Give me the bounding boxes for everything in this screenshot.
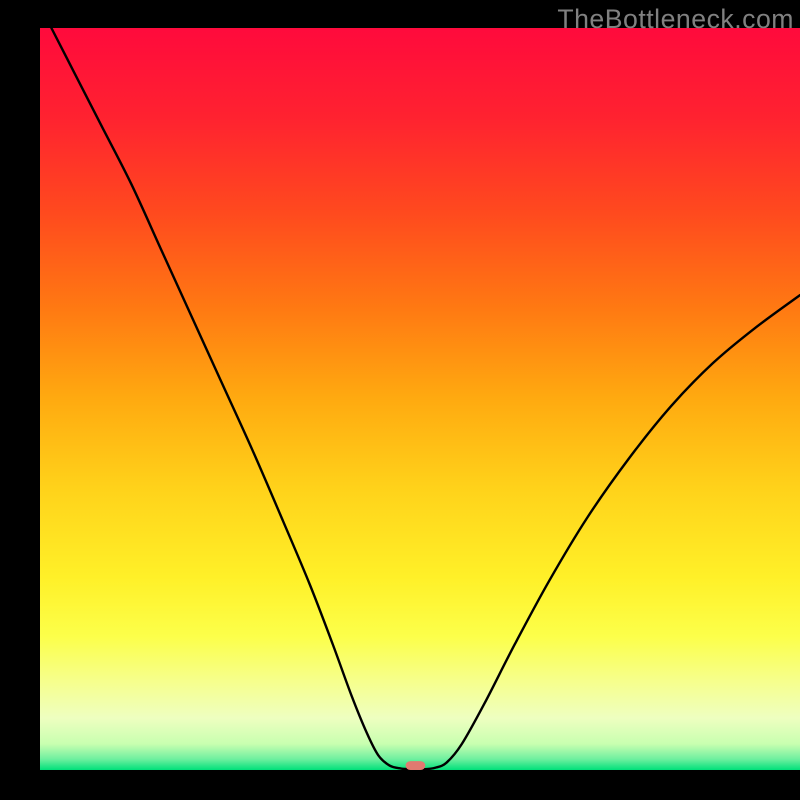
chart-stage: TheBottleneck.com bbox=[0, 0, 800, 800]
optimal-point-marker bbox=[406, 761, 426, 770]
watermark-text: TheBottleneck.com bbox=[557, 0, 800, 35]
gradient-background bbox=[40, 28, 800, 770]
chart-svg bbox=[0, 0, 800, 800]
